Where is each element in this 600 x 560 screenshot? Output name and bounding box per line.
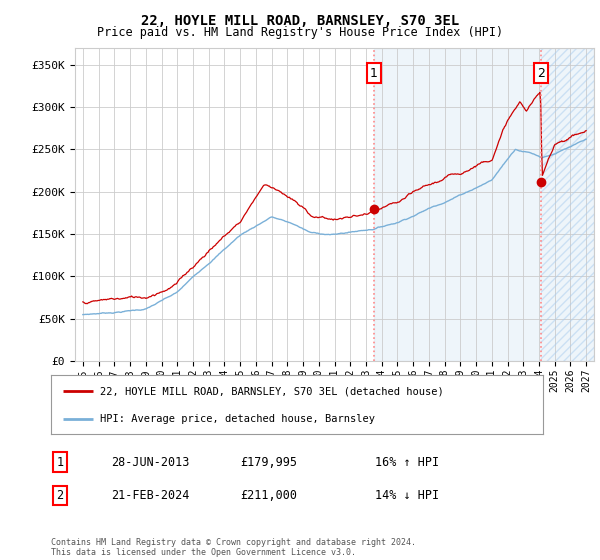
Text: 28-JUN-2013: 28-JUN-2013 <box>111 455 190 469</box>
Text: 22, HOYLE MILL ROAD, BARNSLEY, S70 3EL: 22, HOYLE MILL ROAD, BARNSLEY, S70 3EL <box>141 14 459 28</box>
Text: £211,000: £211,000 <box>240 489 297 502</box>
Bar <box>541 48 594 361</box>
Text: Contains HM Land Registry data © Crown copyright and database right 2024.
This d: Contains HM Land Registry data © Crown c… <box>51 538 416 557</box>
Text: Price paid vs. HM Land Registry's House Price Index (HPI): Price paid vs. HM Land Registry's House … <box>97 26 503 39</box>
Text: 2: 2 <box>56 489 64 502</box>
Text: HPI: Average price, detached house, Barnsley: HPI: Average price, detached house, Barn… <box>100 414 375 424</box>
Text: 21-FEB-2024: 21-FEB-2024 <box>111 489 190 502</box>
Text: 2: 2 <box>537 67 545 80</box>
Text: £179,995: £179,995 <box>240 455 297 469</box>
Text: 16% ↑ HPI: 16% ↑ HPI <box>375 455 439 469</box>
Text: 1: 1 <box>56 455 64 469</box>
Text: 14% ↓ HPI: 14% ↓ HPI <box>375 489 439 502</box>
Text: 1: 1 <box>370 67 377 80</box>
Text: 22, HOYLE MILL ROAD, BARNSLEY, S70 3EL (detached house): 22, HOYLE MILL ROAD, BARNSLEY, S70 3EL (… <box>100 386 444 396</box>
Bar <box>374 48 594 361</box>
